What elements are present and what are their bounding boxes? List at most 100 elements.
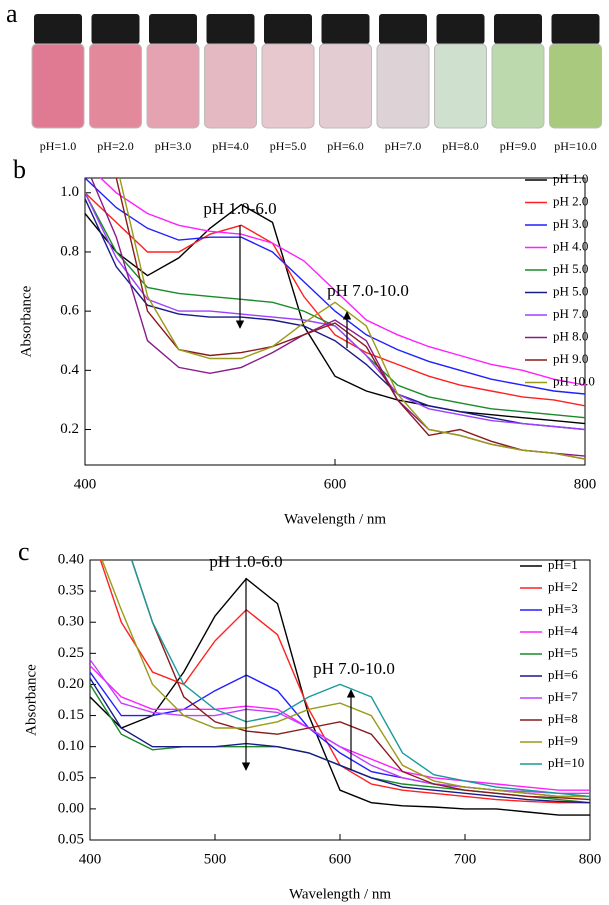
legend-label: pH=2 [548,579,578,594]
vial-label: pH=6.0 [327,139,363,153]
panel-label: c [18,537,30,566]
spectrum-line [90,178,585,457]
spectrum-line [85,198,585,431]
vial-body [146,43,200,129]
spectrum-line [85,192,585,407]
y-tick-label: 0.05 [58,769,84,785]
vial-cap [551,14,600,44]
legend-label: pH 3.0 [553,216,588,231]
y-tick-label: 0.35 [58,583,84,599]
spectrum-line [90,577,590,816]
legend-label: pH=4 [548,623,578,638]
y-tick-label: 0.6 [60,303,79,319]
spectrum-line [114,178,585,460]
series-group [90,560,590,816]
vial-cap [436,14,485,44]
y-tick-label: 0.2 [60,421,79,437]
x-tick-label: 400 [74,476,97,492]
y-tick-label: 0.25 [58,645,84,661]
vial-label: pH=3.0 [155,139,191,153]
panel-label: a [6,0,18,28]
vial-cap [494,14,542,44]
legend-label: pH 5.0 [553,261,588,276]
legend-label: pH 4.0 [553,238,588,253]
y-tick-label: 0.15 [58,707,84,723]
spectrum-line [90,671,590,798]
spectrum-line [85,178,585,395]
y-tick-label: 0.00 [58,800,84,816]
spectrum-line [85,192,585,431]
legend-label: pH 10.0 [553,373,595,388]
vial-cap [379,14,427,44]
vial-label: pH=1.0 [40,139,76,153]
legend-label: pH=3 [548,601,578,616]
vial-cap [34,14,82,44]
y-tick-label: 0.4 [60,362,79,378]
vial-body [549,43,602,129]
y-tick-label: 0.8 [60,243,79,259]
spectrum-line [130,560,590,798]
vial-body [204,43,257,129]
legend-label: pH=9 [548,733,578,748]
vial-label: pH=9.0 [500,139,536,153]
y-axis-label: Absorbance [23,664,39,736]
x-tick-label: 800 [574,476,597,492]
vial-cap [149,14,197,44]
panel-label: b [13,155,26,184]
vial-body [491,43,545,129]
x-tick-label: 600 [329,851,352,867]
spectrum-line [130,560,590,801]
x-axis-label: Wavelength / nm [289,886,391,902]
series-group [85,178,585,460]
spectrum-line [90,677,590,804]
spectrum-line [119,178,585,460]
legend-label: pH=6 [548,667,578,682]
legend-label: pH=7 [548,689,578,704]
y-tick-label: 1.0 [60,184,79,200]
vial-body [319,43,372,129]
vial-label: pH=8.0 [442,139,478,153]
annotation: pH 1.0-6.0 [203,199,276,218]
vial-body [31,43,85,129]
x-tick-label: 800 [579,851,602,867]
vial-label: pH=2.0 [97,139,133,153]
vial-body [434,43,487,129]
legend-label: pH=5 [548,645,578,660]
vial-label: pH=5.0 [270,139,306,153]
legend-label: pH 5.0 [553,283,588,298]
legend-label: pH=1 [548,557,578,572]
vial-label: pH=4.0 [212,139,248,153]
vial-cap [264,14,312,44]
x-tick-label: 500 [204,851,227,867]
y-tick-label: 0.20 [58,676,84,692]
y-axis-label: Absorbance [18,285,34,357]
y-tick-label: 0.10 [58,738,84,754]
vial-cap [206,14,255,44]
spectrum-line [99,178,585,386]
vial-body [376,43,430,129]
legend-label: pH 9.0 [553,351,588,366]
legend-label: pH 2.0 [553,193,588,208]
spectrum-line [85,203,585,425]
legend-label: pH 8.0 [553,328,588,343]
x-axis-label: Wavelength / nm [284,511,386,527]
x-tick-label: 400 [79,851,102,867]
x-tick-label: 600 [324,476,347,492]
vial-label: pH=7.0 [385,139,421,153]
legend-label: pH 7.0 [553,306,588,321]
spectrum-line [90,659,590,794]
vial-photo: pH=1.0 pH=2.0 pH=3.0 pH=4.0 pH=5.0 pH=6.0 pH=7… [31,14,602,153]
vial-cap [321,14,370,44]
legend-label: pH 1.0 [553,171,588,186]
spectrum-line [101,560,590,798]
legend-label: pH=8 [548,711,578,726]
y-tick-label: 0.05 [58,831,84,847]
legend-label: pH=10 [548,755,584,770]
vial-body [261,43,315,129]
annotation: pH 7.0-10.0 [327,281,409,300]
y-tick-label: 0.30 [58,614,84,630]
spectrum-line [85,192,585,419]
annotation: pH 1.0-6.0 [209,552,282,571]
y-tick-label: 0.40 [58,551,84,567]
